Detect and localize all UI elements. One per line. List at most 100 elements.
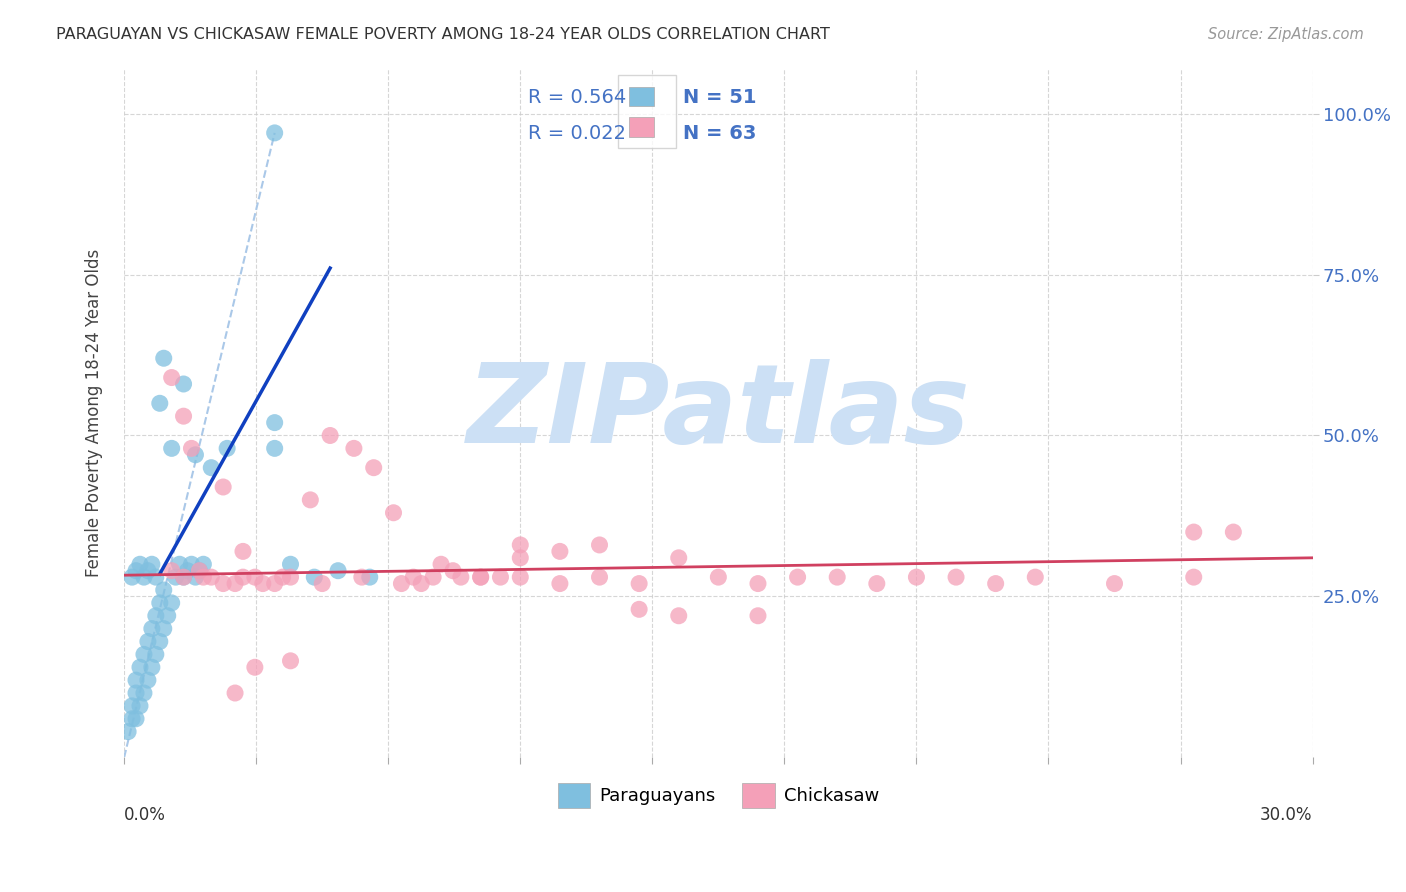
Point bbox=[193, 570, 215, 584]
Point bbox=[160, 370, 183, 384]
Point bbox=[141, 558, 163, 572]
Point bbox=[152, 582, 174, 597]
Point bbox=[160, 564, 183, 578]
Point bbox=[165, 570, 187, 584]
Point bbox=[430, 558, 453, 572]
Point bbox=[263, 416, 285, 430]
Point bbox=[125, 686, 148, 700]
Point bbox=[280, 654, 302, 668]
Point bbox=[280, 558, 302, 572]
Point bbox=[232, 570, 254, 584]
Point bbox=[129, 660, 152, 674]
Point bbox=[391, 576, 413, 591]
Point bbox=[1182, 524, 1205, 539]
Point bbox=[422, 570, 444, 584]
Point bbox=[121, 698, 143, 713]
Point bbox=[747, 608, 769, 623]
Point bbox=[825, 570, 848, 584]
Point bbox=[160, 442, 183, 456]
Point bbox=[509, 550, 531, 565]
Point bbox=[945, 570, 967, 584]
Point bbox=[125, 712, 148, 726]
Point bbox=[132, 686, 155, 700]
Point bbox=[200, 570, 222, 584]
Point bbox=[173, 409, 195, 424]
Point bbox=[129, 558, 152, 572]
Point bbox=[350, 570, 373, 584]
Point bbox=[149, 396, 172, 410]
Point bbox=[173, 570, 195, 584]
Point bbox=[866, 576, 889, 591]
Point bbox=[243, 570, 266, 584]
Point bbox=[180, 442, 202, 456]
Point bbox=[145, 608, 167, 623]
Point bbox=[668, 608, 690, 623]
Point bbox=[984, 576, 1007, 591]
Point bbox=[176, 564, 198, 578]
Point bbox=[263, 576, 285, 591]
Point bbox=[200, 460, 222, 475]
Point bbox=[489, 570, 512, 584]
Point bbox=[280, 570, 302, 584]
Text: ZIPatlas: ZIPatlas bbox=[467, 359, 970, 467]
Point bbox=[188, 564, 211, 578]
Point bbox=[121, 712, 143, 726]
Point bbox=[129, 698, 152, 713]
Point bbox=[136, 634, 159, 648]
Point bbox=[212, 576, 235, 591]
Text: PARAGUAYAN VS CHICKASAW FEMALE POVERTY AMONG 18-24 YEAR OLDS CORRELATION CHART: PARAGUAYAN VS CHICKASAW FEMALE POVERTY A… bbox=[56, 27, 830, 42]
Text: 0.0%: 0.0% bbox=[124, 805, 166, 823]
Point bbox=[125, 564, 148, 578]
Point bbox=[145, 570, 167, 584]
Point bbox=[1182, 570, 1205, 584]
Point bbox=[628, 602, 651, 616]
Point bbox=[1024, 570, 1046, 584]
Text: R = 0.022: R = 0.022 bbox=[529, 125, 626, 144]
Point bbox=[343, 442, 366, 456]
Point bbox=[173, 570, 195, 584]
Point bbox=[363, 460, 385, 475]
Point bbox=[193, 558, 215, 572]
Point bbox=[668, 550, 690, 565]
Point bbox=[152, 351, 174, 366]
Point bbox=[319, 428, 342, 442]
Point bbox=[184, 570, 207, 584]
Text: R = 0.564: R = 0.564 bbox=[529, 88, 627, 107]
Point bbox=[548, 544, 571, 558]
Point bbox=[263, 442, 285, 456]
Point bbox=[180, 558, 202, 572]
Point bbox=[184, 448, 207, 462]
Point bbox=[588, 538, 610, 552]
Point bbox=[470, 570, 492, 584]
Point bbox=[304, 570, 326, 584]
Point bbox=[311, 576, 333, 591]
Point bbox=[169, 558, 191, 572]
Point bbox=[548, 576, 571, 591]
Text: Source: ZipAtlas.com: Source: ZipAtlas.com bbox=[1208, 27, 1364, 42]
Point bbox=[905, 570, 928, 584]
Text: N = 51: N = 51 bbox=[683, 88, 756, 107]
Point bbox=[263, 126, 285, 140]
Text: 30.0%: 30.0% bbox=[1260, 805, 1313, 823]
Point bbox=[149, 634, 172, 648]
Point bbox=[232, 544, 254, 558]
Point bbox=[160, 596, 183, 610]
Point bbox=[149, 596, 172, 610]
Point bbox=[747, 576, 769, 591]
Point bbox=[326, 564, 349, 578]
Point bbox=[470, 570, 492, 584]
Point bbox=[271, 570, 294, 584]
Point bbox=[588, 570, 610, 584]
Point bbox=[509, 538, 531, 552]
Point bbox=[156, 608, 179, 623]
Point bbox=[252, 576, 274, 591]
Point bbox=[628, 576, 651, 591]
Point bbox=[224, 686, 246, 700]
Point bbox=[141, 660, 163, 674]
Point bbox=[1222, 524, 1244, 539]
Point bbox=[121, 570, 143, 584]
Point bbox=[224, 576, 246, 591]
Point bbox=[1104, 576, 1126, 591]
Point bbox=[117, 724, 139, 739]
Point bbox=[212, 480, 235, 494]
